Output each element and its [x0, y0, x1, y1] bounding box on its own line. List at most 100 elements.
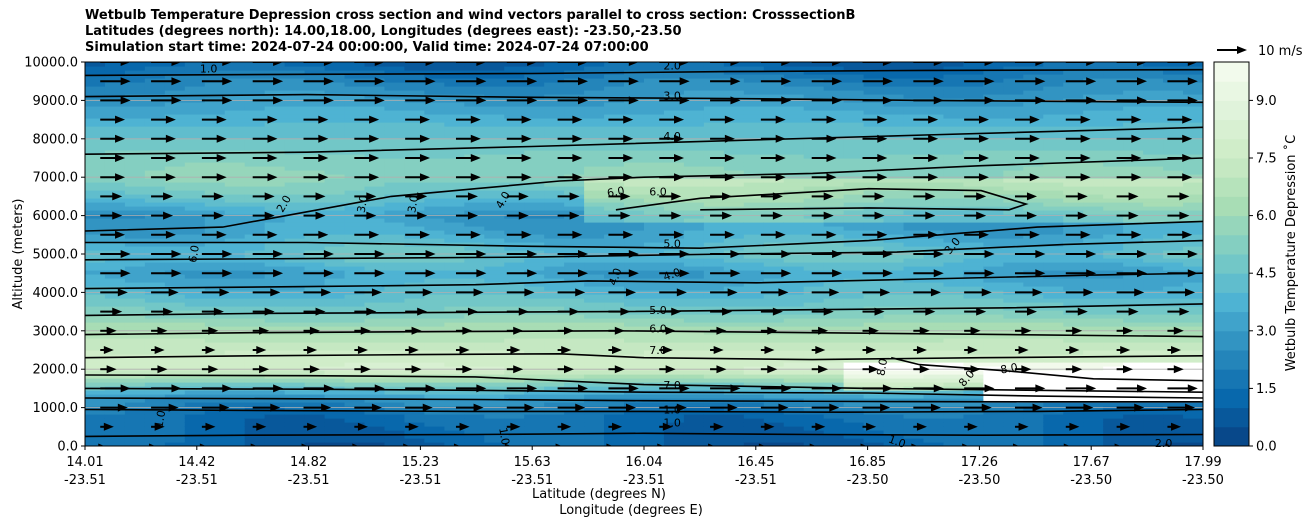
field-cell [823, 130, 845, 135]
field-cell [584, 78, 605, 83]
field-cell [983, 266, 1004, 271]
field-cell [284, 146, 306, 151]
field-cell [923, 394, 945, 399]
field-cell [1083, 166, 1104, 171]
field-cell [264, 310, 286, 315]
field-cell [424, 278, 445, 283]
field-cell [404, 66, 425, 71]
field-cell [703, 374, 725, 379]
field-cell [624, 94, 645, 99]
field-cell [444, 214, 465, 219]
field-cell [404, 86, 425, 91]
field-cell [743, 298, 765, 303]
field-cell [344, 254, 366, 259]
field-cell [284, 86, 306, 91]
field-cell [783, 362, 805, 367]
field-cell [1083, 302, 1104, 307]
field-cell [544, 122, 565, 127]
field-cell [504, 298, 525, 303]
field-cell [224, 410, 246, 415]
field-cell [464, 74, 485, 79]
field-cell [464, 438, 485, 443]
field-cell [404, 162, 425, 167]
field-cell [184, 186, 206, 191]
field-cell [224, 178, 246, 183]
field-cell [743, 434, 765, 439]
field-cell [683, 102, 705, 107]
field-cell [1023, 374, 1044, 379]
field-cell [983, 166, 1004, 171]
field-cell [244, 158, 266, 163]
field-cell [324, 162, 346, 167]
field-cell [683, 354, 705, 359]
field-cell [424, 262, 445, 267]
field-cell [284, 386, 306, 391]
field-cell [384, 78, 406, 83]
field-cell [424, 174, 445, 179]
field-cell [903, 242, 925, 247]
field-cell [124, 334, 146, 339]
field-cell [624, 422, 645, 427]
field-cell [923, 430, 945, 435]
field-cell [763, 82, 785, 87]
field-cell [544, 374, 565, 379]
field-cell [983, 430, 1004, 435]
field-cell [683, 242, 705, 247]
field-cell [324, 206, 346, 211]
field-cell [1063, 302, 1084, 307]
field-cell [1103, 406, 1124, 411]
field-cell [604, 322, 625, 327]
field-cell [624, 306, 645, 311]
field-cell [923, 326, 945, 331]
field-cell [384, 410, 406, 415]
field-cell [943, 238, 965, 243]
field-cell [464, 182, 485, 187]
field-cell [484, 298, 505, 303]
field-cell [244, 246, 266, 251]
field-cell [464, 82, 485, 87]
field-cell [584, 350, 605, 355]
field-cell [284, 118, 306, 123]
field-cell [1083, 202, 1104, 207]
field-cell [604, 266, 625, 271]
field-cell [783, 226, 805, 231]
field-cell [1083, 94, 1104, 99]
field-cell [244, 442, 266, 446]
field-cell [1103, 250, 1124, 255]
field-cell [564, 222, 585, 227]
field-cell [723, 278, 745, 283]
field-cell [903, 254, 925, 259]
field-cell [1003, 342, 1024, 347]
field-cell [1003, 246, 1024, 251]
field-cell [983, 142, 1004, 147]
field-cell [604, 138, 625, 143]
field-cell [783, 222, 805, 227]
field-cell [1103, 146, 1124, 151]
field-cell [923, 294, 945, 299]
field-cell [604, 86, 625, 91]
field-cell [644, 78, 665, 83]
field-cell [224, 394, 246, 399]
field-cell [384, 258, 406, 263]
field-cell [224, 102, 246, 107]
field-cell [1003, 214, 1024, 219]
field-cell [444, 246, 465, 251]
field-cell [124, 298, 146, 303]
field-cell [464, 306, 485, 311]
field-cell [184, 178, 206, 183]
field-cell [404, 62, 425, 67]
field-cell [584, 358, 605, 363]
field-cell [304, 178, 326, 183]
field-cell [384, 162, 406, 167]
field-cell [564, 250, 585, 255]
field-cell [1083, 194, 1104, 199]
field-cell [584, 250, 605, 255]
field-cell [524, 298, 545, 303]
field-cell [304, 362, 326, 367]
field-cell [524, 426, 545, 431]
field-cell [803, 178, 825, 183]
field-cell [484, 62, 505, 67]
field-cell [803, 354, 825, 359]
field-cell [424, 346, 445, 351]
field-cell [124, 210, 146, 215]
